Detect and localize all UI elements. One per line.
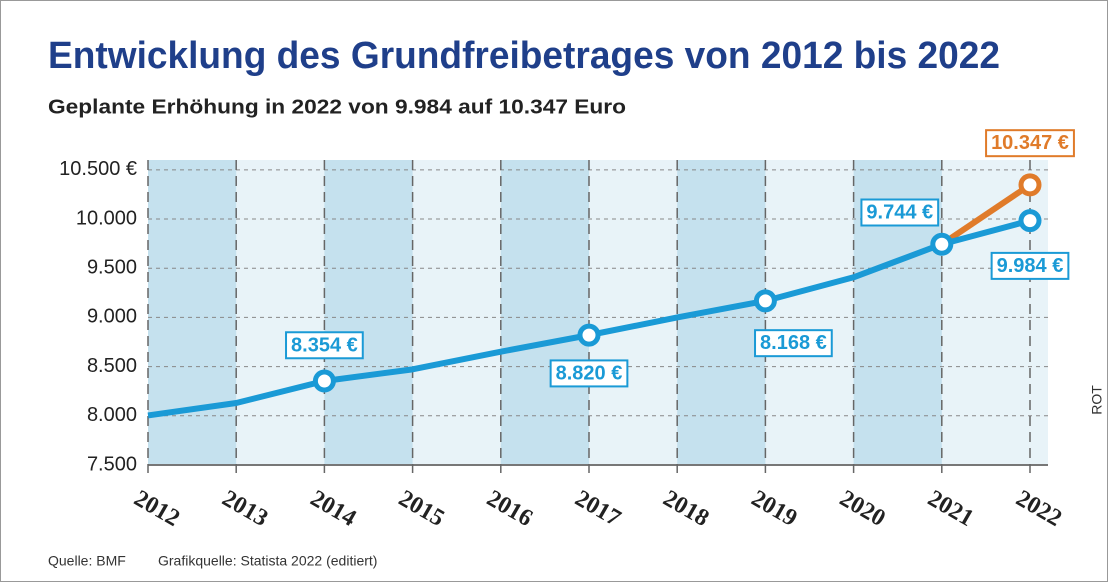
y-tick-label: 10.000 <box>76 207 137 229</box>
graphic-source: Grafikquelle: Statista 2022 (editiert) <box>158 553 377 569</box>
annotation: 8.168 € <box>760 332 827 354</box>
y-tick-label: 10.500 € <box>59 158 137 180</box>
data-label-box <box>860 198 940 227</box>
chart-title: Entwicklung des Grundfreibetrages von 20… <box>48 35 1000 77</box>
chart-subtitle: Geplante Erhöhung in 2022 von 9.984 auf … <box>48 96 626 118</box>
data-label: 8.354 € <box>291 334 358 356</box>
data-label: 8.820 € <box>556 362 623 384</box>
band <box>148 160 237 465</box>
y-tick-label: 9.500 <box>87 257 137 279</box>
y-tick-label: 7.500 <box>87 453 137 475</box>
marker <box>753 289 777 313</box>
marker <box>577 323 601 347</box>
marker <box>312 369 336 393</box>
marker <box>930 232 954 256</box>
data-label-box <box>985 129 1075 158</box>
source: Quelle: BMF <box>48 553 126 569</box>
data-label-box <box>990 251 1070 280</box>
y-tick-label: 8.000 <box>87 404 137 426</box>
y-tick-label: 9.000 <box>87 306 137 328</box>
credit: ROT <box>1089 385 1105 415</box>
data-label: 10.347 € <box>991 132 1069 154</box>
band <box>324 160 413 465</box>
data-label-box <box>549 359 629 388</box>
marker <box>1018 209 1042 233</box>
line <box>940 182 1032 247</box>
marker <box>1018 173 1042 197</box>
y-tick-label: 8.500 <box>87 355 137 377</box>
data-label-box <box>285 331 364 360</box>
data-label: 9.984 € <box>997 255 1064 277</box>
data-label: 9.744 € <box>866 202 933 224</box>
band <box>500 160 589 465</box>
annotation-box <box>754 329 833 358</box>
